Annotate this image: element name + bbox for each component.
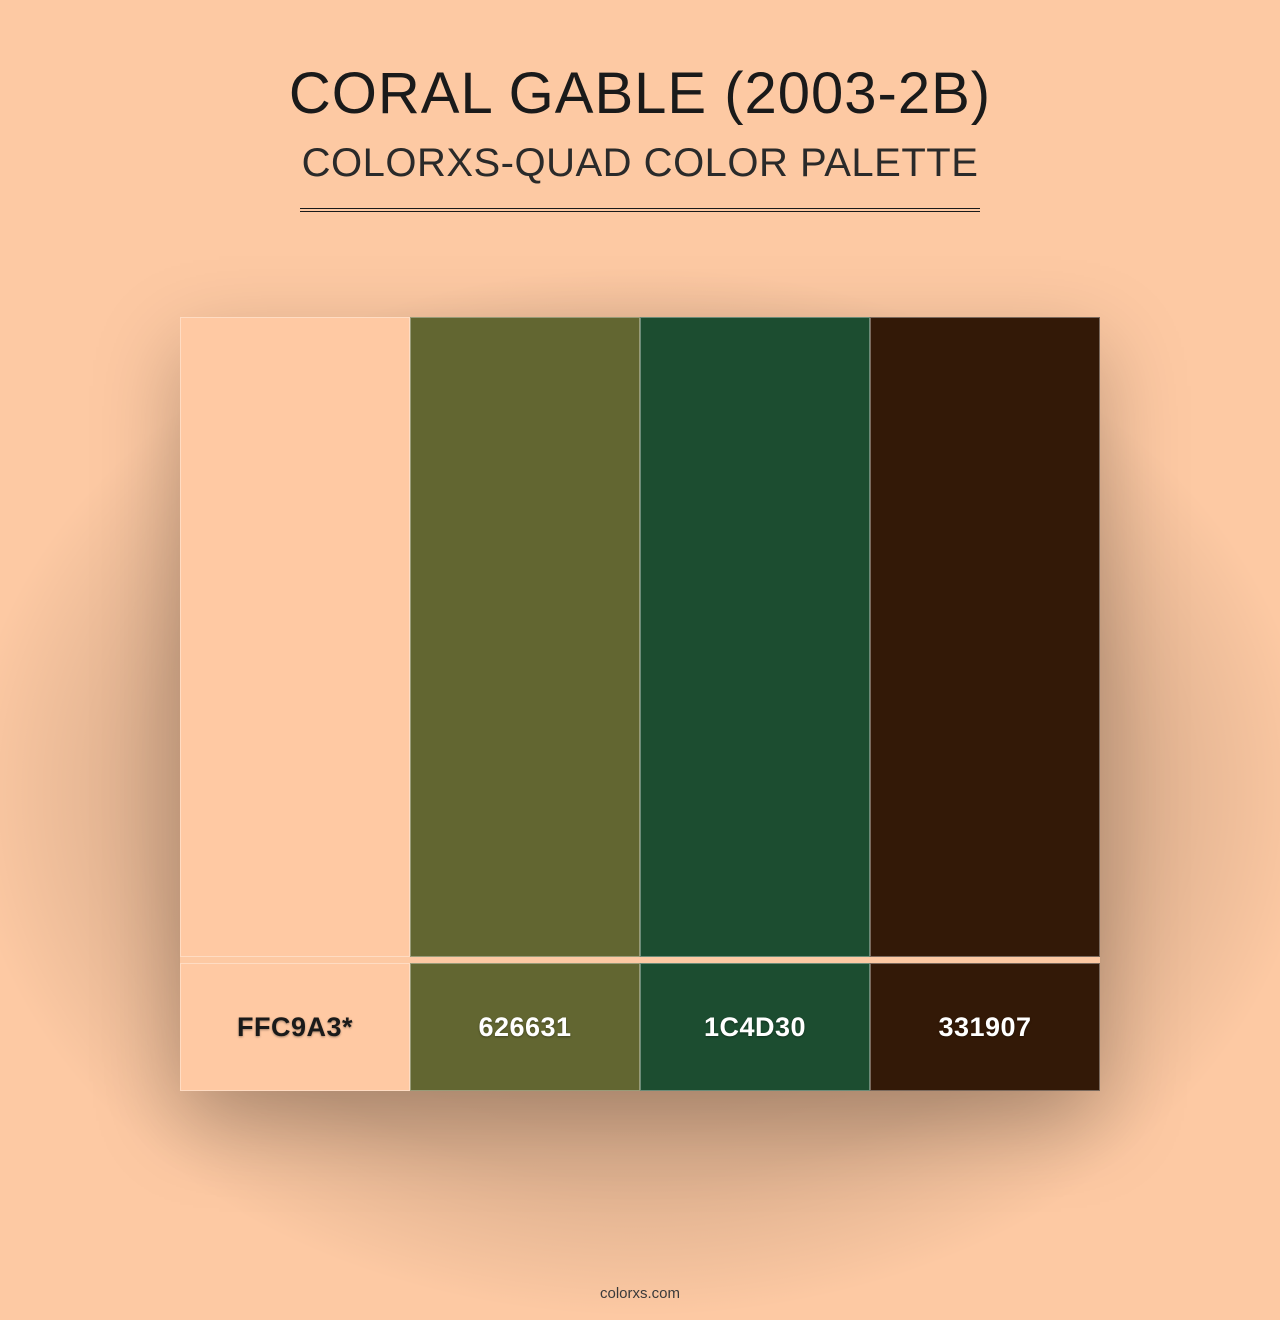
swatch-label-0: FFC9A3* bbox=[180, 963, 410, 1091]
swatch-label-2: 1C4D30 bbox=[640, 963, 870, 1091]
palette-card: FFC9A3* 626631 1C4D30 331907 bbox=[180, 317, 1100, 1091]
header-divider bbox=[300, 208, 980, 212]
swatch-row bbox=[180, 317, 1100, 957]
page-subtitle: COLORXS-QUAD COLOR PALETTE bbox=[0, 141, 1280, 186]
swatch-0 bbox=[180, 317, 410, 957]
page-title: CORAL GABLE (2003-2B) bbox=[0, 60, 1280, 127]
swatch-2 bbox=[640, 317, 870, 957]
swatch-label-1: 626631 bbox=[410, 963, 640, 1091]
label-row: FFC9A3* 626631 1C4D30 331907 bbox=[180, 963, 1100, 1091]
swatch-label-3: 331907 bbox=[870, 963, 1100, 1091]
header: CORAL GABLE (2003-2B) COLORXS-QUAD COLOR… bbox=[0, 0, 1280, 212]
swatch-1 bbox=[410, 317, 640, 957]
footer-credit: colorxs.com bbox=[0, 1285, 1280, 1302]
swatch-3 bbox=[870, 317, 1100, 957]
